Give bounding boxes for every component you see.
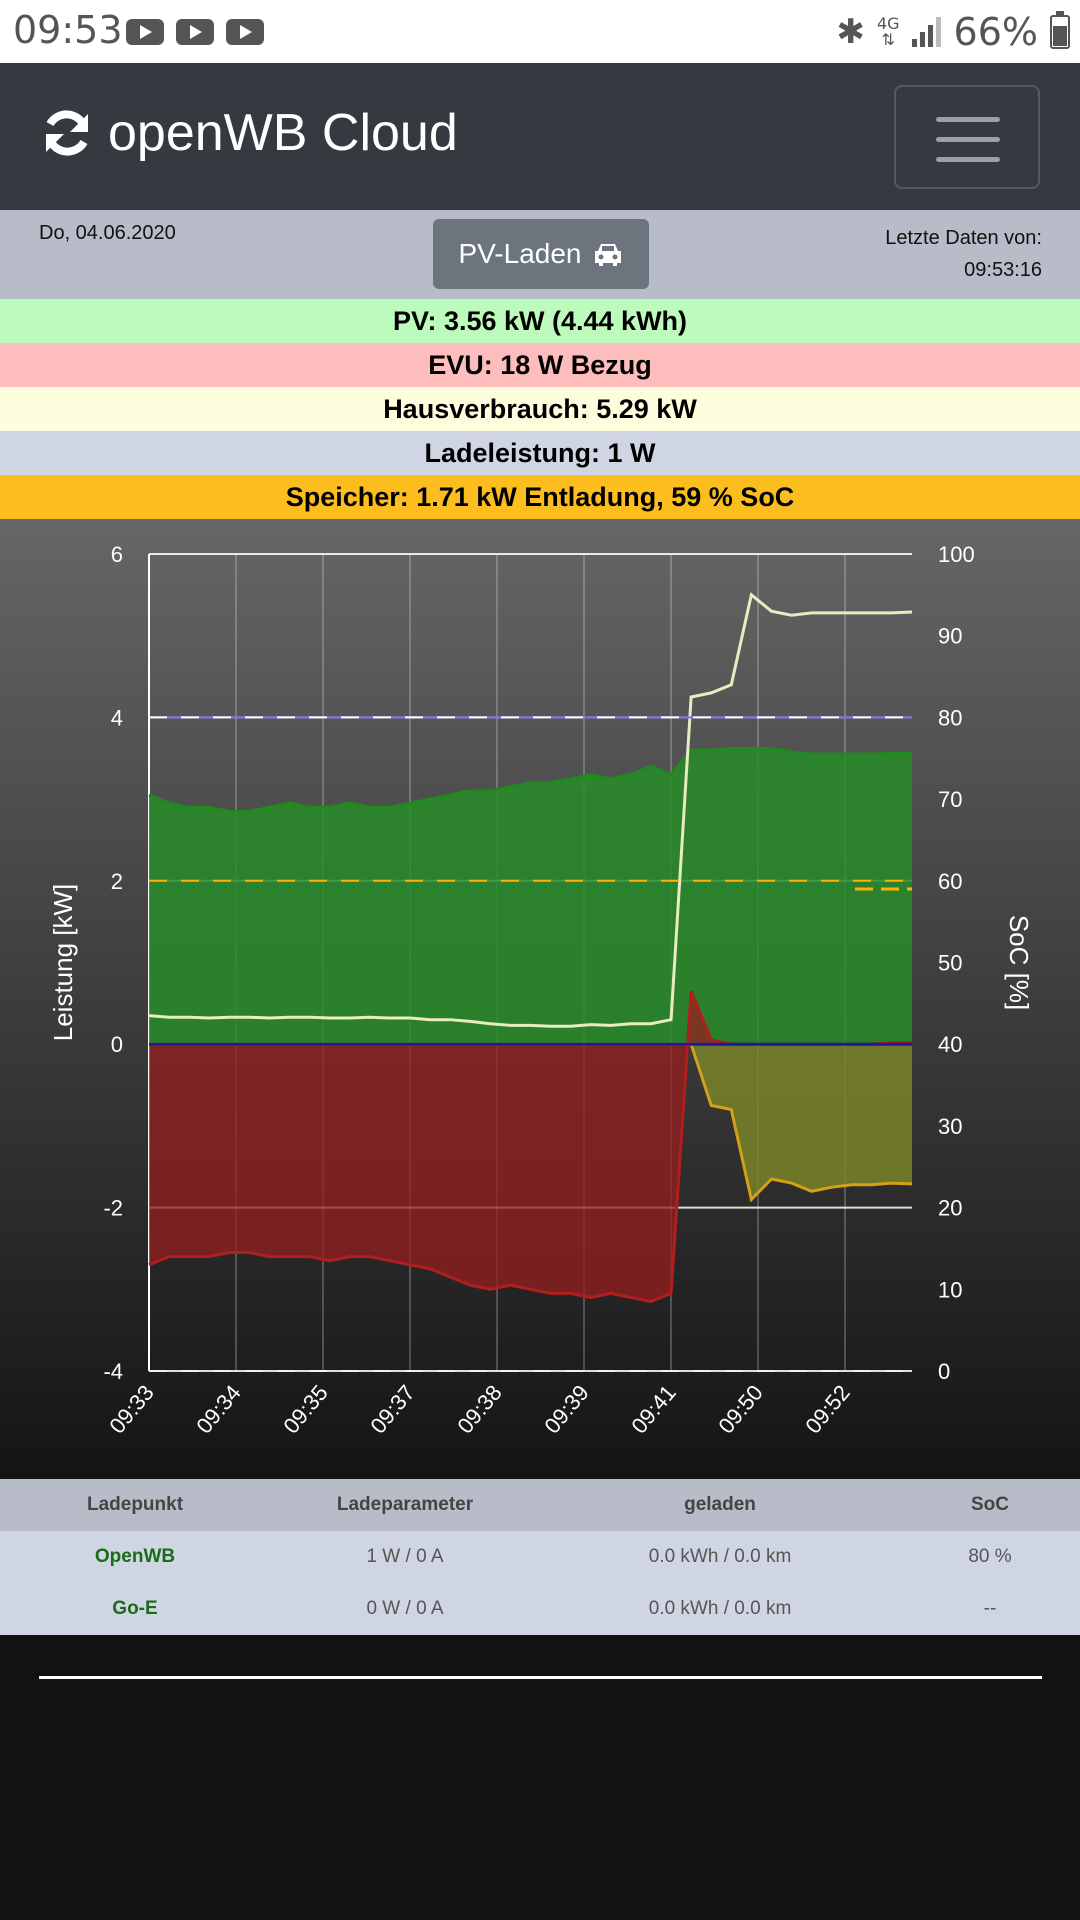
- navbar: openWB Cloud: [0, 63, 1080, 210]
- app-title: openWB Cloud: [108, 104, 458, 162]
- x-tick-label: 09:39: [539, 1380, 594, 1438]
- power-chart[interactable]: 09:33 09:34 09:35 09:37 09:38 09:39 09:41 09:50…: [0, 519, 1080, 1479]
- column-header: SoC: [971, 1494, 1009, 1515]
- battery-icon: [1050, 11, 1070, 49]
- y2-tick-label: 60: [938, 869, 962, 894]
- x-tick-label: 09:37: [365, 1380, 420, 1438]
- y2-tick-label: 0: [938, 1359, 950, 1384]
- y2-tick-label: 30: [938, 1114, 962, 1139]
- x-tick-label: 09:38: [452, 1380, 507, 1438]
- charge-point-table: Ladepunkt Ladeparameter geladen SoC Open…: [0, 1479, 1080, 1635]
- status-bar: 09:53 ✱ 4G ⇅ 66%: [0, 0, 1080, 63]
- house-consumption-stat: Hausverbrauch: 5.29 kW: [0, 387, 1080, 431]
- column-header: geladen: [684, 1494, 756, 1515]
- y2-axis-label: SoC [%]: [1004, 915, 1034, 1010]
- hamburger-icon: [936, 117, 1000, 122]
- pv-stat: PV: 3.56 kW (4.44 kWh): [0, 299, 1080, 343]
- column-header: Ladepunkt: [86, 1494, 184, 1515]
- x-tick-label: 09:33: [104, 1380, 159, 1438]
- charge-point-name: OpenWB: [94, 1546, 176, 1567]
- sync-icon: [46, 110, 88, 156]
- x-tick-label: 09:34: [191, 1380, 246, 1438]
- column-header: Ladeparameter: [336, 1494, 474, 1515]
- y-tick-label: 6: [111, 542, 123, 567]
- car-icon: [594, 244, 621, 266]
- y2-tick-label: 100: [938, 542, 975, 567]
- y2-tick-label: 90: [938, 624, 962, 649]
- x-tick-label: 09:35: [278, 1380, 333, 1438]
- y2-tick-label: 50: [938, 951, 962, 976]
- brand[interactable]: openWB Cloud: [40, 103, 458, 163]
- menu-button[interactable]: [894, 85, 1040, 189]
- last-data-time: 09:53:16: [964, 259, 1042, 281]
- storage-area: [149, 1044, 912, 1200]
- charged-amount: 0.0 kWh / 0.0 km: [648, 1598, 792, 1619]
- last-data-label: Letzte Daten von:: [885, 227, 1042, 249]
- footer-divider: [39, 1676, 1042, 1679]
- evu-area: [149, 991, 912, 1302]
- table-row[interactable]: Go-E 0 W / 0 A 0.0 kWh / 0.0 km --: [0, 1583, 1080, 1635]
- charge-point-name: Go-E: [112, 1598, 158, 1619]
- y-tick-label: -4: [103, 1359, 123, 1384]
- charge-power-stat: Ladeleistung: 1 W: [0, 431, 1080, 475]
- table-header: Ladepunkt Ladeparameter geladen SoC: [0, 1479, 1080, 1531]
- y-tick-label: 2: [111, 869, 123, 894]
- battery-percent: 66%: [953, 10, 1038, 54]
- table-row[interactable]: OpenWB 1 W / 0 A 0.0 kWh / 0.0 km 80 %: [0, 1531, 1080, 1583]
- current-date: Do, 04.06.2020: [39, 222, 176, 244]
- pv-area: [149, 748, 912, 1045]
- y2-tick-label: 80: [938, 705, 962, 730]
- info-row: Do, 04.06.2020 PV-Laden Letzte Daten von…: [0, 210, 1080, 299]
- soc-value: 80 %: [968, 1546, 1012, 1567]
- charge-parameter: 0 W / 0 A: [366, 1598, 444, 1619]
- storage-stat: Speicher: 1.71 kW Entladung, 59 % SoC: [0, 475, 1080, 519]
- network-type-label: 4G: [876, 14, 900, 33]
- y2-tick-label: 40: [938, 1032, 962, 1057]
- charge-parameter: 1 W / 0 A: [366, 1546, 444, 1567]
- soc-value: --: [983, 1598, 997, 1619]
- youtube-notification-icon: [226, 19, 264, 45]
- charged-amount: 0.0 kWh / 0.0 km: [648, 1546, 792, 1567]
- network-type-icon: 4G ⇅: [876, 14, 900, 49]
- status-time: 09:53: [13, 8, 123, 52]
- youtube-notification-icon: [176, 19, 214, 45]
- x-tick-label: 09:52: [800, 1380, 855, 1438]
- y-tick-label: -2: [103, 1196, 123, 1221]
- power-chart-svg: 09:33 09:34 09:35 09:37 09:38 09:39 09:41 09:50…: [48, 542, 1034, 1438]
- pv-line: [148, 746, 912, 813]
- x-tick-label: 09:41: [626, 1380, 681, 1438]
- y2-tick-label: 10: [938, 1277, 962, 1302]
- charge-mode-label: PV-Laden: [458, 238, 582, 269]
- y2-tick-label: 20: [938, 1196, 962, 1221]
- house-consumption-line: [148, 592, 913, 1028]
- y-tick-label: 0: [111, 1032, 123, 1057]
- youtube-notification-icon: [126, 19, 164, 45]
- signal-icon: [911, 17, 942, 47]
- y2-tick-label: 70: [938, 787, 962, 812]
- charge-mode-button[interactable]: PV-Laden: [433, 219, 649, 289]
- evu-stat: EVU: 18 W Bezug: [0, 343, 1080, 387]
- last-data: Letzte Daten von: 09:53:16: [885, 222, 1042, 286]
- y-axis-label: Leistung [kW]: [48, 884, 78, 1042]
- bluetooth-icon: ✱: [836, 12, 865, 52]
- y-tick-label: 4: [111, 705, 123, 730]
- x-tick-label: 09:50: [713, 1380, 768, 1438]
